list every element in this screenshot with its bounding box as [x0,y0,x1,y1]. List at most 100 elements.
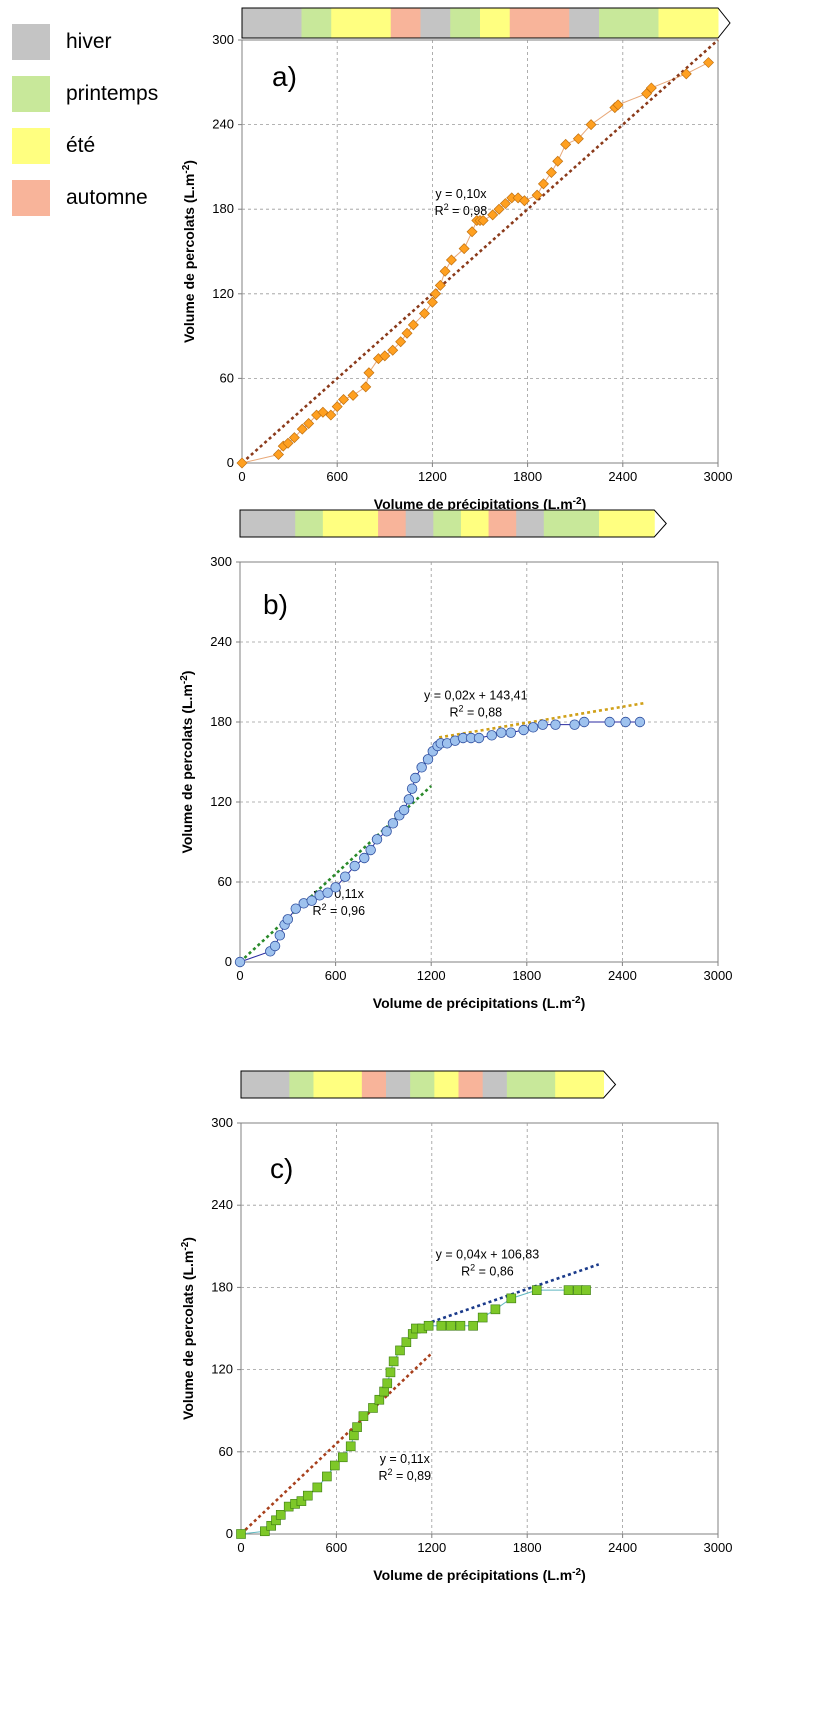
chart2-season-automne [458,1071,484,1098]
chart1-y-axis-label: Volume de percolats (L.m-2) [179,671,196,854]
chart1-x-tick-label: 1200 [417,968,446,983]
chart2-data-point [312,1482,323,1493]
chart0-data-point [466,226,478,238]
chart2-data-point [401,1337,412,1347]
chart0-data-point [363,367,375,379]
chart1-season-printemps [433,510,462,537]
chart1-data-point [406,783,418,794]
chart1-season-ete [460,510,490,537]
chart2-data-point [388,1356,399,1367]
chart2-x-tick-label: 600 [326,1540,348,1555]
chart2-data-point [423,1320,434,1331]
chart2-season-ete [313,1071,339,1098]
chart1-y-tick-label: 0 [225,954,232,969]
chart1-season-hiver [405,510,434,537]
chart2-x-axis-label: Volume de précipitations (L.m-2) [373,1567,585,1584]
chart2-data-point [506,1293,517,1304]
chart1-data-point [365,844,376,856]
chart0-y-axis-label: Volume de percolats (L.m-2) [181,160,198,343]
chart2-season-hiver [386,1071,411,1098]
chart1-markers [234,716,646,968]
chart0-data-point [272,449,284,461]
chart0-data-point [338,394,350,406]
chart2-data-point [368,1403,378,1413]
chart2-trend-equation-1: y = 0,04x + 106,83 [436,1248,540,1262]
chart1-season-hiver [240,510,269,537]
legend-swatch-automne [12,180,50,216]
chart1-data-point [398,804,410,816]
chart0-trend-line-0 [241,39,719,464]
legend-label-automne: automne [66,186,148,209]
chart0-season-ete [331,8,362,38]
chart2-data-point [260,1526,270,1537]
chart0-data-point [236,457,248,469]
chart0-y-tick-label: 180 [212,201,234,216]
chart1-season-ete [599,510,628,537]
chart2-y-axis-label: Volume de percolats (L.m-2) [180,1237,197,1420]
chart1-season-ete [322,510,351,537]
chart2-data-point [322,1471,332,1482]
chart2-data-point [236,1529,246,1539]
chart1-season-printemps [295,510,324,537]
chart1-y-tick-label: 300 [210,554,232,569]
chart1-season-printemps [543,510,572,537]
chart-a: 0 600 1200 1800 2400 3000 0 60 120 180 240 300 Volum… [181,7,732,513]
chart0-data-point [518,195,530,207]
chart2-season-bar-outline [240,1070,617,1099]
chart0-season-ete [361,8,392,38]
chart2-data-point [275,1510,286,1520]
chart1-season-ete [350,510,379,537]
chart0-data-point [477,214,489,226]
chart0-trend-r2-0: R2 = 0,98 [435,202,488,218]
chart1-data-point [269,940,281,952]
chart0-y-tick-label: 300 [212,32,234,47]
chart0-data-point [645,82,657,94]
chart2-season-printemps [506,1071,532,1098]
chart0-season-printemps [301,8,332,38]
chart2-plot-area [240,1122,719,1535]
chart0-trend-equation-0: y = 0,10x [435,187,487,201]
chart1-data-point [322,887,333,898]
chart2-data-point [436,1320,447,1331]
legend-label-printemps: printemps [66,82,159,105]
chart2-data-point [455,1320,466,1331]
chart2-y-tick-label: 240 [211,1197,233,1212]
chart1-y-tick-label: 180 [210,714,232,729]
chart1-season-printemps [571,510,600,537]
chart0-season-hiver [569,8,600,38]
chart1-data-point [403,794,415,805]
chart0-season-hiver [420,8,451,38]
chart0-y-tick-label: 60 [220,370,234,385]
chart0-data-point [493,203,505,215]
chart1-season-bar-outline [239,509,667,538]
chart2-data-point [531,1285,542,1295]
chart0-x-tick-label: 2400 [608,469,637,484]
chart2-data-point [330,1460,340,1471]
chart0-data-point [702,57,714,69]
chart1-data-point [422,754,434,765]
chart0-data-point [531,189,543,201]
chart1-data-point [387,818,399,829]
chart0-data-point [680,68,692,80]
legend-label-hiver: hiver [66,30,112,53]
chart2-data-point [395,1345,405,1356]
chart0-data-point [439,265,451,277]
chart0-data-point [430,288,442,300]
chart0-data-point [545,167,557,179]
season-legend: hiver printemps été automne [0,0,200,220]
chart0-data-point [537,178,549,190]
chart2-season-hiver [482,1071,508,1098]
chart1-trend-r2-0: R2 = 0,96 [312,902,365,918]
chart0-x-axis-label: Volume de précipitations (L.m-2) [374,496,586,513]
chart0-data-point [418,308,430,320]
chart1-data-point [486,730,497,741]
chart2-y-tick-label: 60 [219,1444,233,1459]
chart2-season-hiver [265,1071,290,1098]
chart0-data-point [499,198,511,210]
chart1-data-point [518,724,529,736]
chart2-season-hiver [241,1071,266,1098]
chart2-data-point [358,1411,369,1421]
chart2-season-printemps [531,1071,556,1098]
chart2-markers [236,1285,591,1539]
legend-swatch-ete [12,128,50,164]
